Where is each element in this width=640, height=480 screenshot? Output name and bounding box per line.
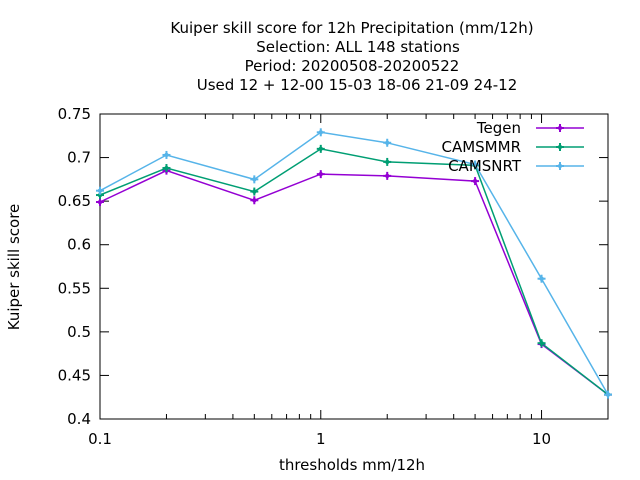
- series-lines: [96, 128, 612, 399]
- data-point: [162, 150, 171, 159]
- data-point: [250, 175, 259, 184]
- data-point: [471, 177, 480, 186]
- y-tick-label: 0.45: [58, 366, 91, 384]
- title-line-1: Kuiper skill score for 12h Precipitation…: [170, 19, 533, 37]
- data-point: [316, 170, 325, 179]
- data-point: [250, 196, 259, 205]
- data-point: [316, 144, 325, 153]
- y-tick-label: 0.7: [67, 149, 91, 167]
- data-point: [162, 164, 171, 173]
- data-point: [383, 171, 392, 180]
- series-line: [99, 169, 609, 396]
- title-line-4: Used 12 + 12-00 15-03 18-06 21-09 24-12: [197, 76, 518, 94]
- tick-labels: 0.4 0.45 0.5 0.55 0.6 0.65 0.7 0.75 0.1 1 10: [58, 105, 551, 448]
- data-point: [537, 339, 546, 348]
- legend-marker: [556, 124, 564, 132]
- x-axis-label: thresholds mm/12h: [279, 456, 425, 474]
- data-point: [604, 390, 612, 399]
- y-tick-label: 0.55: [58, 279, 91, 297]
- y-axis-label: Kuiper skill score: [5, 204, 23, 331]
- legend-label: CAMSMMR: [441, 138, 521, 156]
- y-tick-label: 0.75: [58, 105, 91, 123]
- legend-marker: [556, 143, 564, 151]
- data-point: [471, 160, 480, 169]
- data-point: [96, 186, 104, 195]
- x-tick-label: 1: [316, 430, 326, 448]
- data-point: [250, 187, 259, 196]
- title-line-3: Period: 20200508-20200522: [245, 57, 460, 75]
- legend-marker: [556, 162, 564, 170]
- series-line: [99, 148, 609, 396]
- x-tick-label: 0.1: [88, 430, 112, 448]
- legend-label: Tegen: [476, 119, 521, 137]
- plot-frame: [99, 113, 609, 420]
- legend-label: CAMSNRT: [448, 157, 522, 175]
- series-line: [99, 131, 609, 395]
- chart-title: Kuiper skill score for 12h Precipitation…: [170, 19, 533, 94]
- data-point: [383, 138, 392, 147]
- series-camsmmr: [96, 144, 612, 399]
- y-tick-label: 0.6: [67, 236, 91, 254]
- data-point: [316, 128, 325, 137]
- series-tegen: [96, 166, 612, 399]
- x-tick-label: 10: [532, 430, 551, 448]
- y-tick-label: 0.65: [58, 192, 91, 210]
- title-line-2: Selection: ALL 148 stations: [256, 38, 460, 56]
- y-tick-label: 0.5: [67, 323, 91, 341]
- y-tick-label: 0.4: [67, 410, 91, 428]
- series-camsnrt: [96, 128, 612, 399]
- data-point: [96, 198, 104, 207]
- data-point: [383, 157, 392, 166]
- axis-ticks: [99, 113, 608, 420]
- data-point: [537, 274, 546, 283]
